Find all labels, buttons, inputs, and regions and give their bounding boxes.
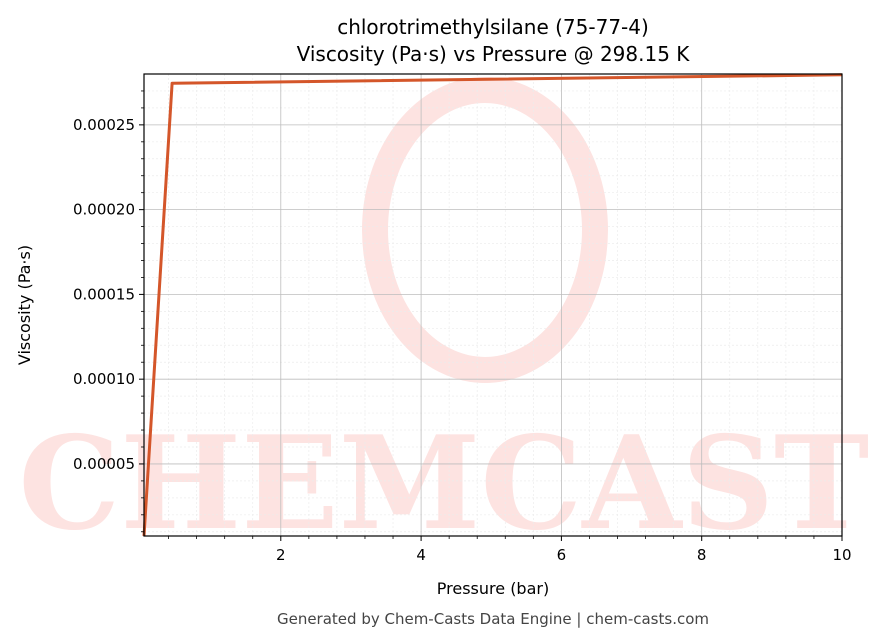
x-tick-label: 4	[416, 546, 426, 564]
x-axis-ticks: 2 4 6 8 10	[168, 536, 852, 564]
watermark-text: CHEMCASTS	[18, 409, 869, 559]
series-line-viscosity	[142, 73, 843, 537]
watermark: CHEMCASTS	[18, 77, 869, 559]
x-tick-label: 10	[832, 546, 851, 564]
watermark-logo-ring	[362, 77, 608, 383]
x-tick-label: 6	[557, 546, 567, 564]
y-tick-label: 0.00005	[73, 455, 135, 473]
y-axis-ticks: 0.00005 0.00010 0.00015 0.00020 0.00025	[73, 90, 144, 533]
x-axis-label: Pressure (bar)	[437, 579, 549, 598]
y-axis-label: Viscosity (Pa·s)	[15, 245, 34, 365]
minor-grid	[144, 74, 842, 536]
chart-title: chlorotrimethylsilane (75-77-4)	[337, 15, 649, 39]
major-grid	[144, 74, 843, 536]
y-tick-label: 0.00020	[73, 201, 135, 219]
x-tick-label: 2	[276, 546, 286, 564]
y-tick-label: 0.00025	[73, 116, 135, 134]
footer-credit: Generated by Chem-Casts Data Engine | ch…	[277, 610, 709, 628]
plot-frame	[143, 73, 843, 537]
chart-subtitle: Viscosity (Pa·s) vs Pressure @ 298.15 K	[297, 42, 691, 66]
x-tick-label: 8	[697, 546, 707, 564]
y-tick-label: 0.00010	[73, 370, 135, 388]
y-tick-label: 0.00015	[73, 285, 135, 303]
